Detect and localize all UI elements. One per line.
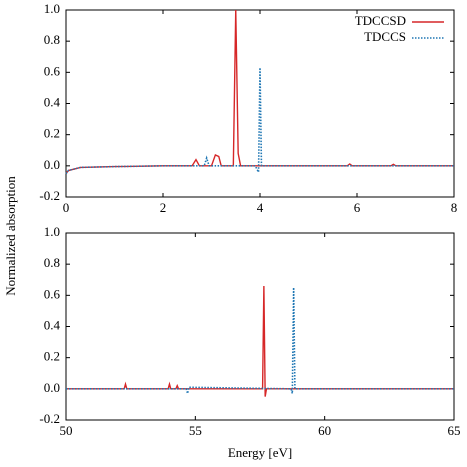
y-tick-label: -0.2 — [39, 411, 60, 426]
y-tick-label: 0.8 — [44, 255, 60, 270]
x-tick-label: 4 — [257, 200, 264, 215]
x-tick-label: 8 — [451, 200, 458, 215]
y-tick-label: 0.6 — [44, 63, 61, 78]
legend-label: TDCCSD — [355, 13, 406, 28]
x-tick-label: 60 — [318, 423, 331, 438]
x-tick-label: 55 — [189, 423, 202, 438]
y-tick-label: 0.6 — [44, 286, 61, 301]
x-tick-label: 6 — [354, 200, 361, 215]
y-tick-label: 0.2 — [44, 349, 60, 364]
y-axis-label: Normalized absorption — [3, 176, 18, 296]
y-tick-label: 0.2 — [44, 126, 60, 141]
x-tick-label: 0 — [63, 200, 70, 215]
legend-label: TDCCS — [364, 29, 406, 44]
y-tick-label: 1.0 — [44, 224, 60, 239]
series-line — [66, 287, 454, 394]
y-tick-label: 0.4 — [44, 94, 61, 109]
y-tick-label: -0.2 — [39, 188, 60, 203]
series-line — [66, 285, 454, 397]
series-line — [65, 67, 454, 176]
y-tick-label: 0.0 — [44, 380, 60, 395]
x-tick-label: 50 — [60, 423, 73, 438]
x-axis-label: Energy [eV] — [228, 445, 292, 460]
x-tick-label: 2 — [160, 200, 167, 215]
y-tick-label: 0.4 — [44, 317, 61, 332]
x-tick-label: 65 — [448, 423, 461, 438]
y-tick-label: 0.0 — [44, 157, 60, 172]
y-tick-label: 1.0 — [44, 1, 60, 16]
plot-frame — [65, 232, 455, 421]
y-tick-label: 0.8 — [44, 32, 60, 47]
